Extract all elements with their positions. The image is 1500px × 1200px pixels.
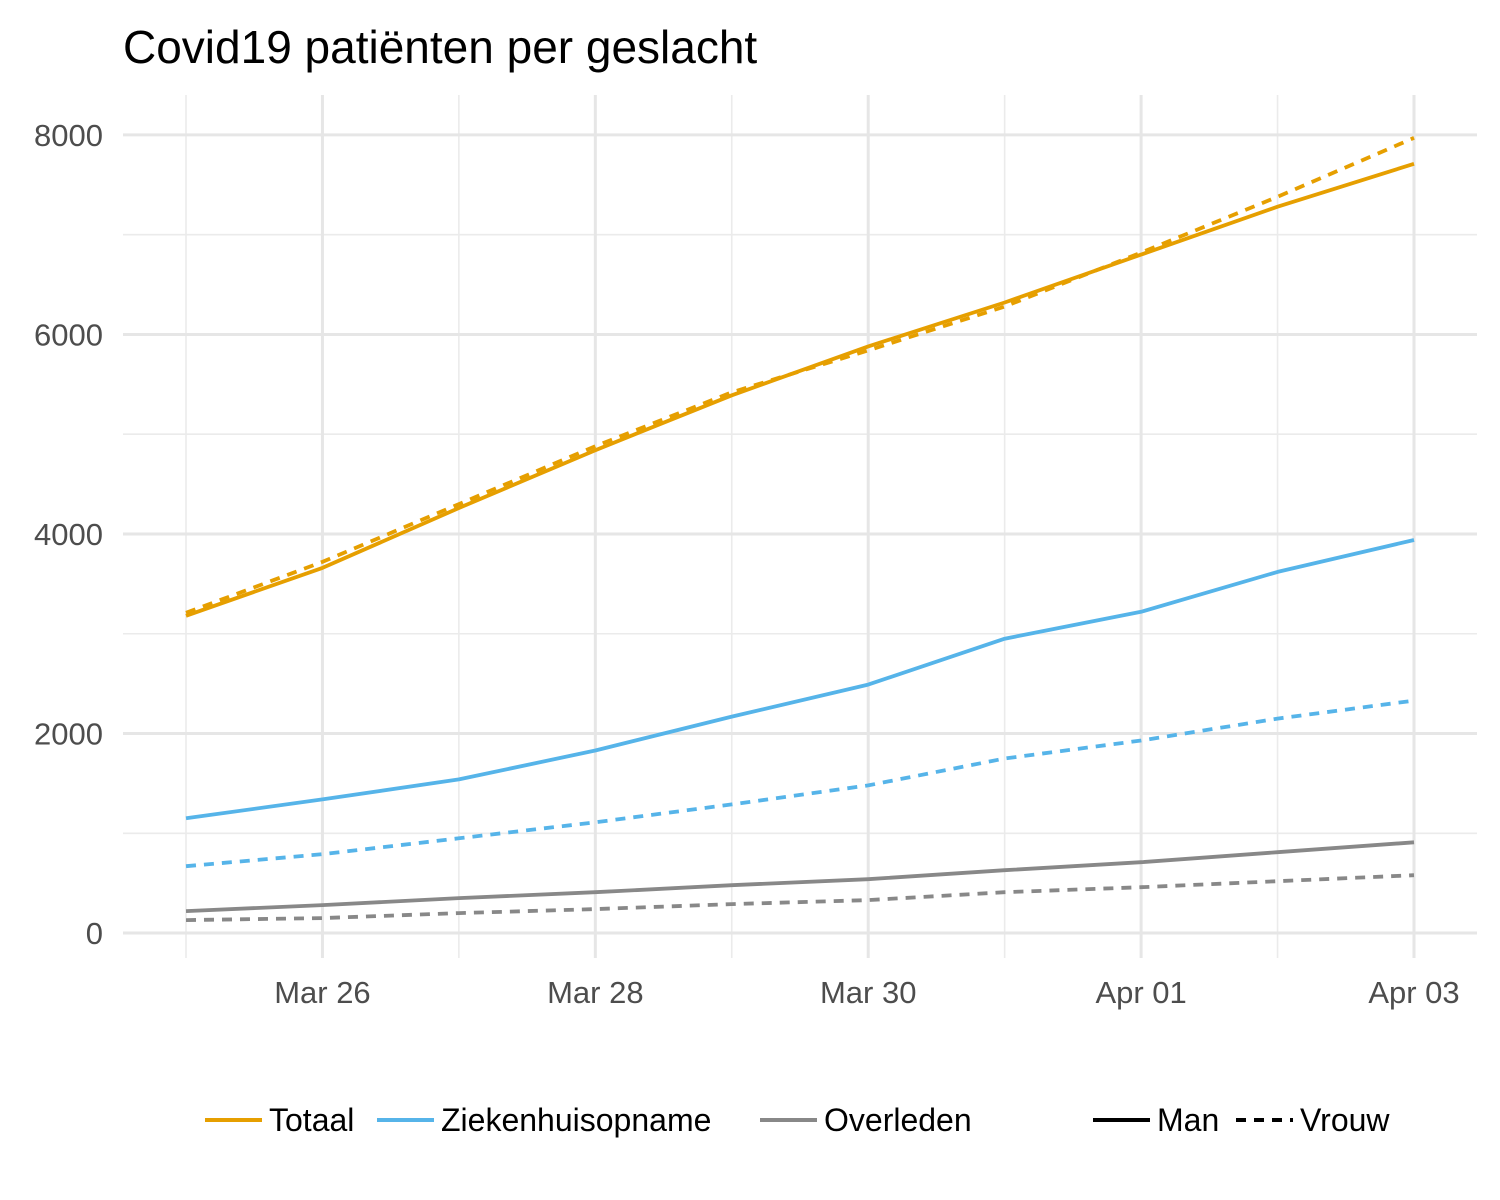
x-tick-label: Apr 01 bbox=[1095, 975, 1186, 1010]
series-line-overleden-vrouw bbox=[185, 873, 1415, 922]
series-line-ziekenhuisopname-man bbox=[185, 538, 1415, 821]
x-tick-label: Mar 26 bbox=[274, 975, 370, 1010]
y-tick-label: 6000 bbox=[34, 317, 103, 352]
legend-label-man: Man bbox=[1157, 1102, 1219, 1138]
series-line-totaal-vrouw bbox=[185, 136, 1415, 615]
x-axis-ticks: Mar 26 Mar 28 Mar 30 Apr 01 Apr 03 bbox=[274, 975, 1459, 1010]
legend-label-totaal: Totaal bbox=[269, 1102, 354, 1138]
series-lines bbox=[185, 136, 1415, 922]
legend: Totaal Ziekenhuisopname Overleden Man Vrouw bbox=[205, 1102, 1390, 1138]
chart-title: Covid19 patiënten per geslacht bbox=[123, 21, 757, 73]
grid-major bbox=[123, 95, 1477, 958]
series-line-overleden-man bbox=[185, 840, 1415, 913]
legend-label-overleden: Overleden bbox=[824, 1102, 972, 1138]
y-tick-label: 8000 bbox=[34, 118, 103, 153]
x-tick-label: Mar 30 bbox=[820, 975, 916, 1010]
legend-label-vrouw: Vrouw bbox=[1300, 1102, 1390, 1138]
series-line-ziekenhuisopname-vrouw bbox=[185, 698, 1415, 869]
x-tick-label: Apr 03 bbox=[1368, 975, 1459, 1010]
legend-label-ziekenhuisopname: Ziekenhuisopname bbox=[441, 1102, 711, 1138]
y-axis-ticks: 0 2000 4000 6000 8000 bbox=[34, 118, 103, 951]
x-tick-label: Mar 28 bbox=[547, 975, 643, 1010]
series-line-totaal-man bbox=[185, 161, 1415, 618]
grid-minor bbox=[123, 95, 1477, 958]
y-tick-label: 0 bbox=[86, 916, 103, 951]
y-tick-label: 2000 bbox=[34, 717, 103, 752]
y-tick-label: 4000 bbox=[34, 517, 103, 552]
